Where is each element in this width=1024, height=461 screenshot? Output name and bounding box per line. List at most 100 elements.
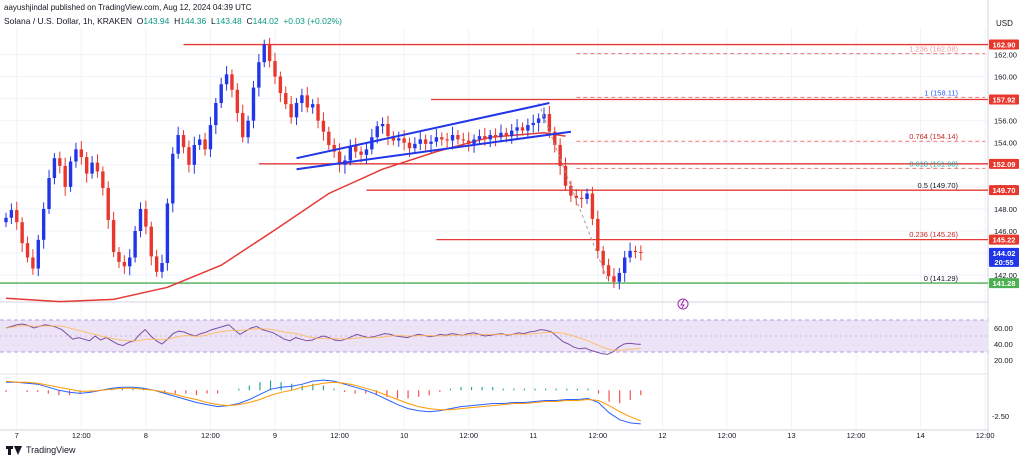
price-tags: 162.90 157.92 152.09 149.70 145.22 144.0220:5…: [989, 39, 1019, 289]
candle-body: [380, 123, 385, 127]
candle-body: [20, 222, 24, 244]
candle-body: [85, 157, 89, 174]
candles: [4, 37, 643, 290]
publisher-info: aayushjindal published on TradingView.co…: [4, 3, 252, 12]
macd-tick-label: -2.50: [992, 412, 1009, 421]
candle-body: [606, 265, 611, 277]
candle-body: [504, 132, 509, 137]
time-tick-label: 12:00: [330, 431, 349, 440]
time-axis[interactable]: 7 12:00 8 12:00 9 12:00 10 12:00 11 12:00 12 12:00 1…: [15, 431, 995, 440]
price-tag: [989, 185, 1019, 196]
candle-body: [133, 231, 137, 258]
tradingview-icon: [6, 445, 22, 455]
price-tag: [989, 234, 1019, 245]
fib-label: 0 (141.29): [924, 274, 959, 283]
candle-body: [590, 193, 595, 219]
candle-body: [63, 165, 67, 187]
candle-body: [628, 250, 632, 258]
candle-body: [235, 89, 240, 113]
candle-body: [181, 135, 186, 148]
close-value: 144.02: [252, 16, 279, 26]
price-tag-label: 149.70: [993, 186, 1016, 195]
time-tick-label: 13: [787, 431, 795, 440]
candle-body: [348, 146, 353, 161]
candle-body: [273, 61, 277, 77]
symbol-legend[interactable]: Solana / U.S. Dollar, 1h, KRAKEN O143.94…: [4, 16, 342, 26]
candle-body: [579, 197, 584, 200]
candle-body: [4, 217, 8, 223]
candle-body: [95, 162, 100, 172]
candle-body: [499, 132, 503, 138]
candle-body: [36, 239, 40, 269]
candle-body: [617, 272, 622, 282]
candle-body: [219, 84, 223, 104]
candle-body: [257, 62, 261, 88]
time-tick-label: 9: [273, 431, 277, 440]
candle-body: [461, 139, 465, 141]
candle-body: [429, 141, 433, 144]
candle-body: [197, 139, 202, 145]
candle-body: [187, 147, 191, 165]
candle-body: [445, 139, 449, 141]
price-tick-label: 160.00: [994, 73, 1017, 82]
rsi-tick-label: 40.00: [994, 340, 1013, 349]
candle-body: [9, 210, 14, 218]
candle-body: [15, 210, 19, 223]
candle-body: [531, 122, 535, 126]
time-tick-label: 11: [529, 431, 537, 440]
currency-label: USD: [996, 19, 1013, 28]
indicators: [5, 323, 642, 425]
trendline: [296, 102, 550, 160]
price-tick-label: 148.00: [994, 205, 1017, 214]
candle-body: [483, 136, 487, 140]
candle-body: [171, 153, 175, 204]
candle-body: [477, 136, 482, 140]
candle-body: [74, 149, 78, 162]
price-tick-label: 156.00: [994, 117, 1017, 126]
time-tick-label: 12:00: [72, 431, 91, 440]
candle-body: [138, 208, 143, 232]
time-tick-label: 12:00: [847, 431, 866, 440]
candle-body: [214, 103, 218, 126]
candle-body: [251, 87, 256, 121]
rsi-band-fill: [0, 320, 988, 352]
candle-body: [47, 178, 51, 209]
candle-body: [294, 103, 299, 118]
candle-body: [397, 138, 401, 141]
price-tag: [989, 247, 1019, 258]
candle-body: [569, 185, 573, 196]
levels: [0, 43, 988, 284]
candle-body: [31, 257, 35, 269]
lightning-icon: [677, 298, 689, 310]
candle-body: [192, 144, 196, 165]
candle-body: [106, 187, 110, 220]
price-tick-label: 142.00: [994, 271, 1017, 280]
candle-body: [633, 250, 638, 252]
candle-body: [241, 112, 245, 138]
price-tag-label: 145.22: [993, 236, 1016, 245]
grid: [0, 0, 989, 440]
fib-label: 1 (158.11): [924, 88, 958, 97]
fib-label: 0.764 (154.14): [909, 132, 958, 141]
price-tag-label: 157.92: [993, 95, 1016, 104]
candle-body: [601, 250, 605, 266]
candle-body: [117, 251, 121, 262]
price-tag: [989, 256, 1019, 267]
candle-body: [488, 135, 492, 140]
candle-body: [305, 95, 309, 108]
time-tick-label: 12:00: [459, 431, 478, 440]
fib-label: 0.618 (151.68): [909, 159, 958, 168]
candle-body: [520, 127, 525, 131]
candle-body: [596, 218, 600, 251]
low-value: 143.48: [215, 16, 242, 26]
time-tick-label: 10: [400, 431, 408, 440]
macd-signal-line: [5, 380, 641, 422]
candle-body: [639, 251, 643, 253]
time-tick-label: 12:00: [718, 431, 737, 440]
candle-body: [547, 114, 552, 132]
price-tick-label: 146.00: [994, 227, 1017, 236]
open-value: 143.94: [143, 16, 170, 26]
tradingview-logo[interactable]: TradingView: [6, 445, 76, 455]
candle-body: [623, 257, 627, 273]
